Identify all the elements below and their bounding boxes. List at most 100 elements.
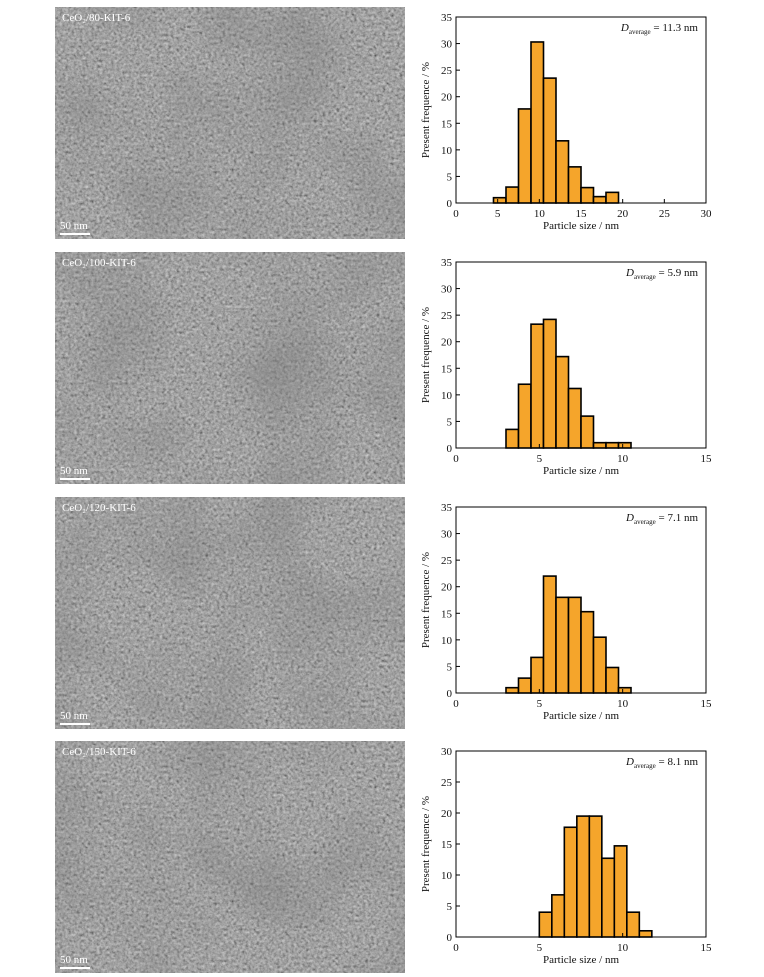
annotation: Daverage = 7.1 nm xyxy=(625,512,698,526)
y-tick-label: 25 xyxy=(441,555,453,567)
bar xyxy=(592,195,607,204)
y-tick-label: 10 xyxy=(441,635,453,647)
y-tick-label: 10 xyxy=(441,870,453,882)
image-shade xyxy=(55,7,405,239)
x-tick-label: 15 xyxy=(701,453,713,465)
annotation-text: = 5.9 nm xyxy=(656,267,699,279)
y-axis-label: Present frequence / % xyxy=(420,307,432,403)
annotation: Daverage = 5.9 nm xyxy=(625,267,698,281)
bar xyxy=(576,815,591,938)
annotation-subscript: average xyxy=(634,762,656,770)
y-tick-label: 35 xyxy=(441,257,453,269)
annotation: Daverage = 11.3 nm xyxy=(620,22,699,36)
annotation-text: = 7.1 nm xyxy=(656,512,699,524)
bar xyxy=(538,911,553,938)
bar xyxy=(592,441,607,449)
x-tick-label: 5 xyxy=(537,453,543,465)
bar xyxy=(530,323,545,449)
x-tick-label: 30 xyxy=(701,208,713,220)
image-label: CeO₂/150-KIT-6 xyxy=(62,746,136,758)
scale-bar-label: 50 nm xyxy=(60,710,88,722)
x-axis-label: Particle size / nm xyxy=(543,220,620,232)
y-tick-label: 5 xyxy=(447,416,453,428)
y-tick-label: 30 xyxy=(441,529,453,541)
x-axis-label: Particle size / nm xyxy=(543,465,620,477)
image-shade xyxy=(55,741,405,973)
bar xyxy=(555,140,570,204)
annotation-symbol: D xyxy=(620,22,629,34)
annotation-text: = 8.1 nm xyxy=(656,756,699,768)
image-label: CeO₂/100-KIT-6 xyxy=(62,257,136,269)
y-tick-label: 0 xyxy=(447,932,453,944)
x-tick-label: 15 xyxy=(576,208,588,220)
bar xyxy=(492,196,507,204)
y-tick-label: 0 xyxy=(447,443,453,455)
y-tick-label: 35 xyxy=(441,502,453,514)
bar xyxy=(605,191,620,204)
tem-image: CeO₂/80-KIT-6 50 nm xyxy=(55,7,405,239)
bar xyxy=(588,815,603,938)
annotation-text: = 11.3 nm xyxy=(651,22,699,34)
bar xyxy=(517,677,532,694)
tem-image: CeO₂/150-KIT-6 50 nm xyxy=(55,741,405,973)
bar xyxy=(542,575,557,694)
y-tick-label: 25 xyxy=(441,65,453,77)
bar xyxy=(517,108,532,204)
image-label: CeO₂/120-KIT-6 xyxy=(62,502,136,514)
y-tick-label: 5 xyxy=(447,901,453,913)
annotation-subscript: average xyxy=(629,28,651,36)
x-tick-label: 0 xyxy=(453,453,459,465)
tem-image: CeO₂/100-KIT-6 50 nm xyxy=(55,252,405,484)
x-tick-label: 5 xyxy=(537,942,543,954)
plot-frame xyxy=(455,506,707,694)
bar xyxy=(592,636,607,694)
y-tick-label: 30 xyxy=(441,284,453,296)
y-tick-label: 30 xyxy=(441,746,453,758)
bar xyxy=(555,355,570,449)
annotation-symbol: D xyxy=(625,512,634,524)
scale-bar-label: 50 nm xyxy=(60,954,88,966)
bar xyxy=(567,387,582,449)
x-tick-label: 10 xyxy=(534,208,546,220)
bar xyxy=(530,41,545,204)
y-tick-label: 20 xyxy=(441,582,453,594)
y-axis-label: Present frequence / % xyxy=(420,796,432,892)
plot-frame xyxy=(455,261,707,449)
x-tick-label: 15 xyxy=(701,698,713,710)
image-shade xyxy=(55,497,405,729)
bar xyxy=(555,596,570,694)
x-tick-label: 5 xyxy=(537,698,543,710)
bar xyxy=(605,666,620,694)
y-tick-label: 30 xyxy=(441,39,453,51)
bar xyxy=(517,383,532,449)
annotation-symbol: D xyxy=(625,267,634,279)
x-tick-label: 0 xyxy=(453,698,459,710)
bar xyxy=(542,318,557,449)
x-tick-label: 5 xyxy=(495,208,501,220)
bar xyxy=(505,186,520,204)
image-shade xyxy=(55,252,405,484)
annotation: Daverage = 8.1 nm xyxy=(625,756,698,770)
x-tick-label: 20 xyxy=(617,208,629,220)
y-tick-label: 10 xyxy=(441,390,453,402)
x-tick-label: 0 xyxy=(453,942,459,954)
y-axis-label: Present frequence / % xyxy=(420,552,432,648)
y-tick-label: 15 xyxy=(441,118,453,130)
y-tick-label: 5 xyxy=(447,661,453,673)
x-axis-label: Particle size / nm xyxy=(543,710,620,722)
bar xyxy=(626,911,641,938)
bar xyxy=(542,77,557,204)
x-tick-label: 10 xyxy=(617,942,629,954)
bar xyxy=(505,428,520,449)
bar xyxy=(617,686,632,694)
bar xyxy=(605,441,620,449)
y-tick-label: 15 xyxy=(441,608,453,620)
y-tick-label: 35 xyxy=(441,12,453,24)
bar xyxy=(567,166,582,204)
bar xyxy=(613,845,628,938)
y-tick-label: 0 xyxy=(447,198,453,210)
y-tick-label: 10 xyxy=(441,145,453,157)
bar xyxy=(638,929,653,938)
bar xyxy=(580,610,595,694)
y-tick-label: 25 xyxy=(441,777,453,789)
